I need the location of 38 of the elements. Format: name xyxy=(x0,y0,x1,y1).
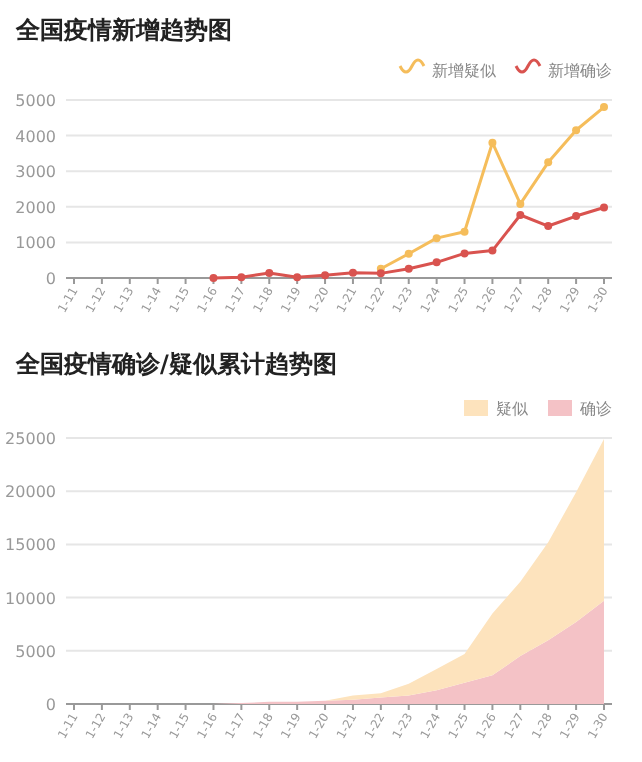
point xyxy=(600,203,608,212)
point xyxy=(348,268,357,277)
point xyxy=(544,158,553,167)
legend-label: 疑似 xyxy=(496,400,530,418)
point xyxy=(572,212,581,221)
y-tick-label: 20000 xyxy=(5,483,56,502)
chart-title: 全国疫情确诊/疑似累计趋势图 xyxy=(14,350,337,378)
point xyxy=(404,249,413,258)
point xyxy=(432,258,441,267)
y-tick-label: 25000 xyxy=(5,430,56,448)
point xyxy=(516,199,525,208)
y-tick-label: 1000 xyxy=(15,234,56,253)
y-tick-label: 10000 xyxy=(5,589,56,608)
legend-label: 新增确诊 xyxy=(548,62,612,80)
point xyxy=(376,269,385,278)
y-tick-label: 2000 xyxy=(15,198,56,217)
point xyxy=(516,210,525,219)
point xyxy=(460,249,469,258)
point xyxy=(488,246,497,255)
point xyxy=(404,264,413,273)
y-tick-label: 5000 xyxy=(15,92,56,110)
y-tick-label: 4000 xyxy=(15,127,56,146)
point xyxy=(572,126,581,135)
y-tick-label: 5000 xyxy=(15,642,56,661)
y-tick-label: 0 xyxy=(45,696,56,714)
y-tick-label: 3000 xyxy=(15,163,56,182)
legend-label: 确诊 xyxy=(578,400,612,418)
point xyxy=(488,138,497,147)
point xyxy=(544,222,553,231)
point xyxy=(460,227,469,236)
point xyxy=(600,103,608,112)
point xyxy=(321,271,330,280)
chart-title: 全国疫情新增趋势图 xyxy=(14,16,232,44)
point xyxy=(432,234,441,243)
point xyxy=(265,269,274,278)
y-tick-label: 0 xyxy=(45,270,56,288)
legend-label: 新增疑似 xyxy=(432,62,498,80)
y-tick-label: 15000 xyxy=(5,536,56,555)
